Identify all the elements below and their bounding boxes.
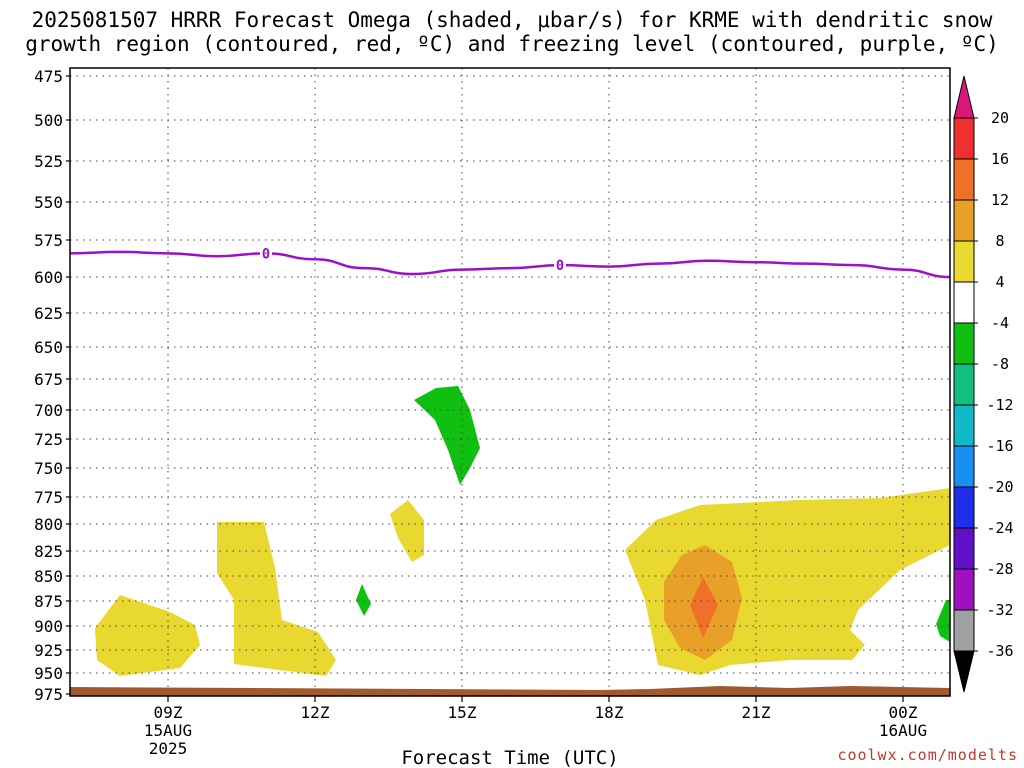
y-tick-label: 900 [34, 617, 63, 636]
colorbar-label: 4 [995, 273, 1004, 291]
colorbar-label: -24 [986, 519, 1013, 537]
omega-region-left [95, 595, 200, 676]
y-tick-label: 775 [34, 488, 63, 507]
colorbar-segment [953, 117, 975, 160]
omega-core-inner [690, 577, 718, 638]
y-tick-label: 575 [34, 231, 63, 250]
y-tick-label: 725 [34, 430, 63, 449]
freezing-level-labels: 00 [260, 245, 566, 274]
colorbar-segment [953, 486, 975, 529]
y-tick-label: 700 [34, 401, 63, 420]
colorbar-label: -4 [991, 314, 1009, 332]
y-tick-label: 675 [34, 370, 63, 389]
colorbar-top-arrow [953, 75, 975, 119]
x-tick-label: 00Z [889, 703, 918, 722]
omega-region-1330z [390, 500, 424, 562]
x-tick-label: 12Z [301, 703, 330, 722]
credit-text: coolwx.com/modelts [837, 746, 1018, 764]
colorbar: 20 16 12 8 4 -4 -8 -12 -16 -20 -24 -28 -32 -36 [953, 75, 1014, 693]
x-tick-date: 15AUG [144, 721, 192, 740]
x-tick-label: 15Z [448, 703, 477, 722]
colorbar-label: 12 [991, 191, 1009, 209]
freezing-label-bg [260, 245, 272, 260]
colorbar-label: -8 [991, 355, 1009, 373]
colorbar-label: -36 [986, 642, 1013, 660]
y-tick-label: 750 [34, 459, 63, 478]
colorbar-segment [953, 404, 975, 447]
x-tick-label: 21Z [742, 703, 771, 722]
omega-shading [95, 386, 950, 676]
y-tick-label: 800 [34, 515, 63, 534]
colorbar-segment [953, 199, 975, 242]
y-tick-label: 825 [34, 542, 63, 561]
y-tick-label: 650 [34, 338, 63, 357]
y-tick-label: 550 [34, 193, 63, 212]
colorbar-segment [953, 445, 975, 488]
grid-lines [70, 68, 950, 696]
colorbar-label: -20 [986, 478, 1013, 496]
y-tick-label: 975 [34, 685, 63, 704]
colorbar-segment [953, 527, 975, 570]
colorbar-segment [953, 240, 975, 283]
y-tick-label: 600 [34, 268, 63, 287]
colorbar-segment [953, 568, 975, 611]
chart-title-line1: 2025081507 HRRR Forecast Omega (shaded, … [32, 8, 993, 32]
colorbar-label: -12 [986, 396, 1013, 414]
y-tick-label: 875 [34, 592, 63, 611]
colorbar-label: 20 [991, 109, 1009, 127]
freezing-level-line [69, 250, 951, 279]
colorbar-segment [953, 322, 975, 365]
terrain-surface [70, 686, 950, 696]
colorbar-label: 8 [995, 232, 1004, 250]
y-tick-label: 525 [34, 152, 63, 171]
colorbar-label: -32 [986, 601, 1013, 619]
x-axis-label: Forecast Time (UTC) [401, 747, 618, 768]
y-tick-label: 475 [34, 67, 63, 86]
omega-green-0100z [936, 600, 950, 642]
colorbar-segment [953, 281, 975, 324]
omega-green-1430z [414, 386, 480, 485]
omega-region-1030z [217, 522, 336, 676]
chart-title-line2: growth region (contoured, red, ºC) and f… [25, 32, 999, 56]
y-tick-label: 850 [34, 567, 63, 586]
x-tick-year: 2025 [149, 739, 188, 758]
x-tick-label: 09Z [154, 703, 183, 722]
y-tick-label: 950 [34, 664, 63, 683]
colorbar-segment [953, 158, 975, 201]
colorbar-bottom-arrow [953, 650, 975, 693]
colorbar-label: -16 [986, 437, 1013, 455]
omega-green-1300z [356, 584, 371, 616]
colorbar-segment [953, 609, 975, 652]
plot-border [69, 67, 951, 697]
y-tick-label: 625 [34, 304, 63, 323]
freezing-label-bg [554, 257, 566, 272]
colorbar-segment [953, 363, 975, 406]
colorbar-label: -28 [986, 560, 1013, 578]
colorbar-label: 16 [991, 150, 1009, 168]
y-tick-label: 500 [34, 111, 63, 130]
x-tick-date: 16AUG [879, 721, 927, 740]
x-tick-label: 18Z [595, 703, 624, 722]
freezing-level-label: 0 [262, 246, 270, 262]
y-tick-label: 925 [34, 641, 63, 660]
freezing-level-label: 0 [556, 258, 564, 274]
plot-area: 00 [69, 67, 951, 697]
y-axis-ticks: 475 500 525 550 575 600 625 650 675 700 725 750 775 8… [34, 67, 70, 704]
